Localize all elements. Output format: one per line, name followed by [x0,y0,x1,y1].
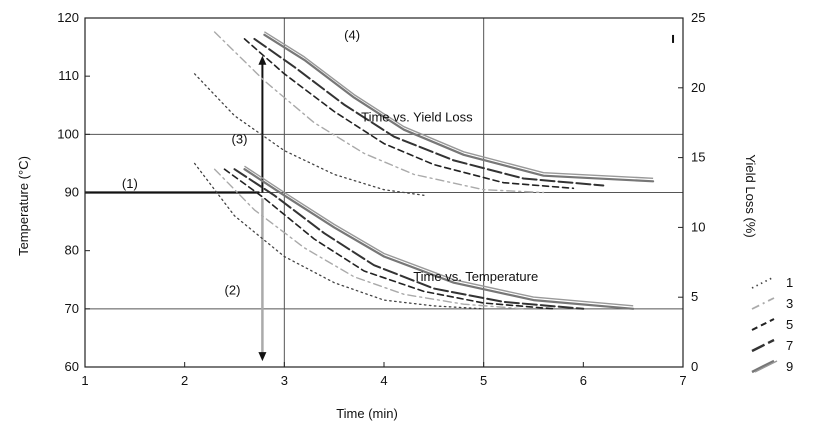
temperature-series-3 [213,168,525,310]
yield-series-9 [263,33,655,183]
guides [85,34,675,362]
y-right-tick-label: 5 [691,289,698,304]
yield-series-9-outer [264,31,654,179]
arrow-up-head [258,55,267,65]
y-left-tick-label: 100 [57,126,79,141]
y-left-tick-label: 60 [65,359,79,374]
y-left-tick-label: 110 [58,68,79,83]
legend-swatch-5 [751,318,775,331]
y-right-tick-label: 25 [691,10,705,25]
legend-swatch-9 [751,359,775,374]
arrow-down-head [258,352,267,362]
y-axis-left-label: Temperature (°C) [16,156,31,256]
y-left-tick-label: 120 [57,10,79,25]
y-right-tick-label: 20 [691,80,705,95]
y-right-tick-label: 0 [691,359,698,374]
y-left-tick-label: 80 [65,243,79,258]
legend-swatch-3 [751,297,775,310]
annotations: (1) (2) (3) (4) Time vs. Yield Loss Time vs. … [122,28,538,298]
x-axis-label: Time (min) [336,406,398,421]
temperature-series-7 [233,168,585,310]
annotation: Time vs. Yield Loss [361,110,473,125]
temperature-series-9-outer [244,165,634,307]
x-tick-label: 3 [281,373,288,388]
temperature-series-5 [223,168,555,310]
annotation: Time vs. Temperature [413,269,538,284]
y-left-tick-label: 70 [65,301,79,316]
annotation: (3) [232,132,248,147]
legend-label-7: 7 [786,338,793,353]
x-tick-label: 6 [580,373,587,388]
yield-series-7 [253,37,605,187]
legend-label-1: 1 [786,275,793,290]
legend-label-9: 9 [786,359,793,374]
y-right-tick-label: 15 [691,150,705,165]
yield-series-5 [243,38,575,190]
series [193,31,655,310]
yield-series-1 [193,73,425,196]
x-tick-label: 7 [679,373,686,388]
temperature-series-1 [193,162,485,310]
x-tick-label: 4 [380,373,387,388]
yield-series-3 [213,31,545,194]
x-tick-label: 1 [81,373,88,388]
ticks: 1 2 3 4 5 6 7 60 70 80 90 100 110 120 0 5 10 15 20 25 [57,10,705,388]
x-tick-label: 5 [480,373,487,388]
legend-swatch-1 [751,276,775,289]
legend-label-5: 5 [786,317,793,332]
y-left-tick-label: 90 [65,185,79,200]
legend-swatch-9-outer [754,360,778,373]
annotation: (1) [122,176,138,191]
annotation: (4) [344,28,360,43]
annotation: (2) [225,282,241,297]
y-axis-right-label: Yield Loss (%) [743,154,758,237]
legend: 1 3 5 7 9 [751,275,793,374]
legend-label-3: 3 [786,296,793,311]
x-tick-label: 2 [181,373,188,388]
temperature-series-9 [243,168,635,310]
y-right-tick-label: 10 [691,219,705,234]
legend-swatch-7 [751,338,775,353]
